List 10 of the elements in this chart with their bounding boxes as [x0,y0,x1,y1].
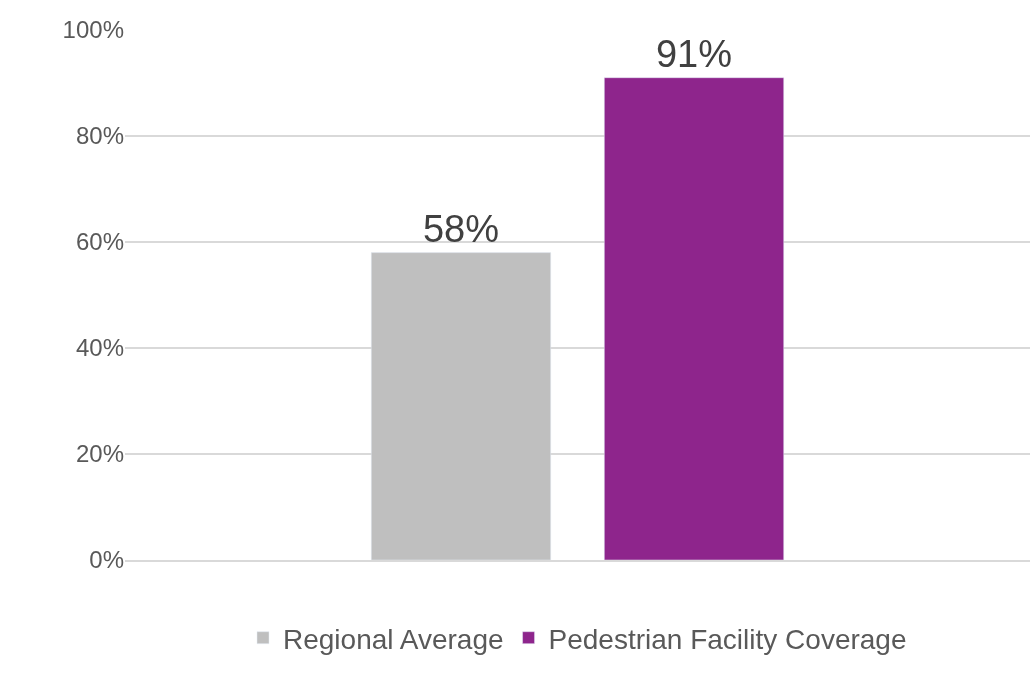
y-tick-label: 0% [89,546,124,574]
legend-label: Pedestrian Facility Coverage [548,623,907,655]
y-tick-label: 80% [75,122,124,150]
y-tick-label: 100% [62,16,124,44]
y-tick-label: 40% [75,334,124,362]
legend-label: Regional Average [283,623,504,655]
data-label: 58% [422,207,500,250]
data-label: 91% [655,32,733,75]
y-tick-label: 20% [75,440,124,468]
y-tick-label: 60% [75,228,124,256]
